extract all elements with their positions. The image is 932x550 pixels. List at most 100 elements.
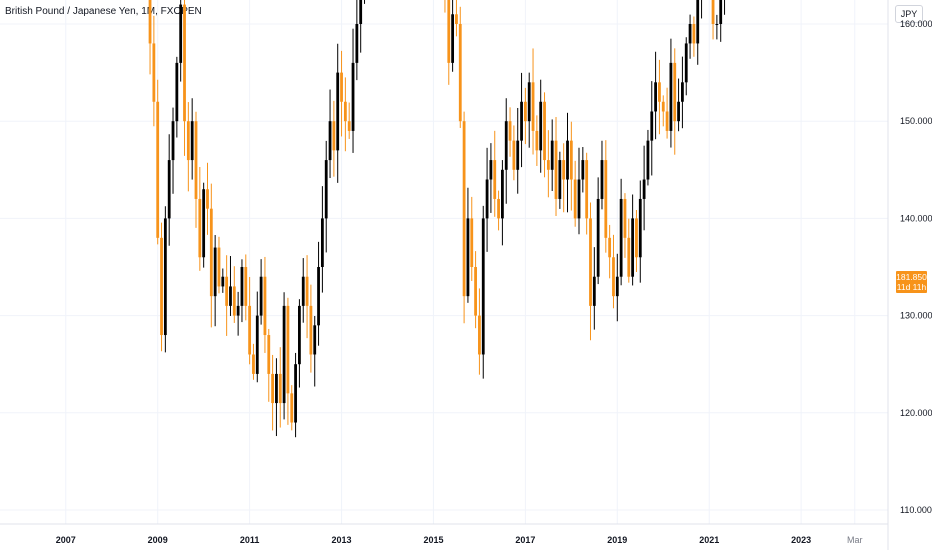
candle-body [324,160,328,219]
candle-body [592,276,596,306]
candle-body [478,315,481,355]
candle-body [501,169,504,219]
candle-body [240,267,244,306]
candle-body [229,286,232,306]
candle-body [608,237,612,258]
candle-body [355,24,359,63]
candle-body [623,198,627,238]
candle-body [539,101,543,151]
candle-body [638,198,642,258]
candle-body [569,140,573,180]
x-tick-label: 2017 [515,535,535,545]
candle-body [278,373,282,404]
candle-body [301,276,305,306]
candle-body [202,189,206,258]
x-tick-label: 2021 [699,535,719,545]
candle-body [332,121,336,151]
candle-body [562,160,566,180]
candle-body [167,160,171,219]
candle-body [148,0,152,44]
candle-body [577,179,581,219]
candle-body [267,335,271,374]
candle-body [650,111,654,141]
candle-body [474,267,477,316]
candle-body [313,325,317,355]
candle-body [619,198,623,277]
x-tick-label: 2007 [56,535,76,545]
candle-body [213,247,217,297]
candle-body [554,140,558,199]
candle-body [642,179,646,199]
candle-body [466,218,470,297]
y-tick-label: 130.000 [900,311,932,321]
candle-body [340,72,343,102]
currency-button[interactable]: JPY [895,5,923,23]
candle-body [320,218,324,267]
candle-body [271,373,274,404]
x-tick-label: 2009 [148,535,168,545]
candle-body [309,305,313,355]
candle-body [351,62,355,131]
candle-body [535,130,539,151]
bar-countdown: 11d 11h [896,282,927,292]
time-axis: 2007 2009 2011 2013 2015 2017 2019 2021 2023 Mar [56,535,863,545]
candle-body [673,62,677,122]
candle-body [661,101,665,112]
candle-body [163,218,167,336]
candle-body [221,276,225,287]
candle-body [275,373,278,404]
candle-body [573,179,577,219]
x-tick-label: 2011 [240,535,260,545]
candle-body [665,111,669,131]
candle-body [328,121,332,161]
candle-body [596,198,600,277]
x-tick-label: 2013 [332,535,352,545]
candle-body [715,24,719,25]
candle-body [294,364,297,423]
candle-body [171,121,175,161]
candle-body [263,276,267,336]
candlestick-series [148,0,726,438]
candle-body [317,267,320,326]
candle-body [244,267,248,306]
candle-body [543,101,546,161]
x-tick-label: 2015 [423,535,443,545]
candle-body [347,121,351,131]
candle-body [217,247,221,287]
candle-body [497,198,500,219]
candle-body [252,354,255,374]
candle-body [585,160,589,219]
candle-body [255,315,259,374]
candle-body [225,276,229,306]
candle-body [681,82,684,102]
candle-body [451,14,455,63]
candle-body [688,24,692,44]
candle-body [248,305,252,355]
candle-body [183,4,186,122]
candle-body [550,140,554,170]
candle-body [359,0,363,25]
x-tick-label: 2019 [607,535,627,545]
candle-body [259,276,263,316]
candle-body [179,4,183,63]
candle-body [489,160,493,180]
candle-body [286,305,290,394]
candle-body [600,160,604,199]
candle-body [156,101,160,238]
candle-body [631,218,635,277]
candle-body [206,189,209,209]
candle-body [186,121,190,161]
candle-body [612,257,615,297]
candle-body [531,82,535,131]
candle-body [152,43,156,102]
candle-body [282,305,286,404]
chart-title: British Pound / Japanese Yen, 1M, FXOPEN [5,6,202,17]
candle-body [558,160,562,199]
candle-body [447,0,451,63]
candle-body [692,24,696,44]
candle-body [523,101,527,122]
candle-body [194,121,198,199]
candle-body [658,82,661,102]
candle-body [336,72,340,151]
